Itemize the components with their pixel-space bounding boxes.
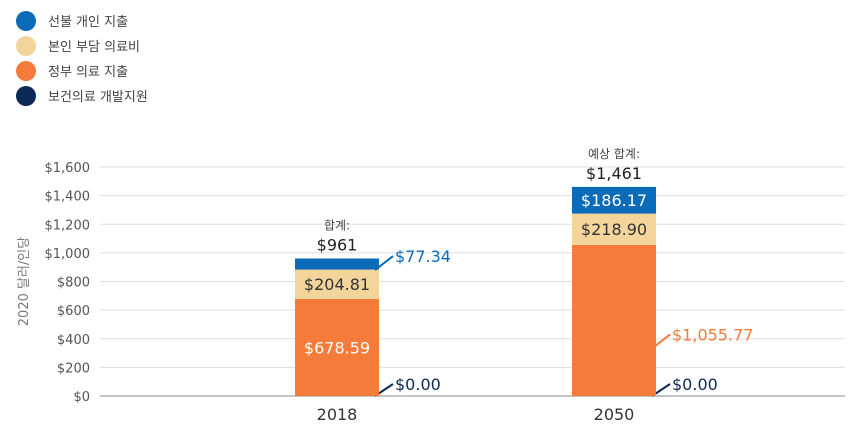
bar-segment: [572, 244, 656, 396]
bar-segment: [295, 258, 379, 270]
legend-swatch: [16, 60, 36, 81]
data-label: $1,055.77: [672, 325, 753, 344]
y-tick-label: $1,200: [45, 218, 91, 233]
y-tick-label: $600: [57, 304, 90, 319]
legend-item-prepaid-private: 선불 개인 지출: [16, 8, 148, 33]
data-label: $678.59: [304, 338, 370, 357]
data-label: $204.81: [304, 275, 370, 294]
total-value: $961: [317, 235, 358, 254]
legend-swatch: [16, 35, 36, 56]
y-tick-label: $0: [73, 390, 90, 405]
legend-item-government: 정부 의료 지출: [16, 58, 148, 83]
data-label: $0.00: [672, 375, 718, 394]
y-tick-label: $400: [57, 333, 90, 348]
data-label: $186.17: [581, 191, 647, 210]
y-tick-label: $1,000: [45, 247, 91, 262]
y-axis-title: 2020 달러/인당: [17, 237, 32, 326]
data-label: $218.90: [581, 220, 647, 239]
bar-segment: [572, 213, 656, 245]
bar-segment: [295, 298, 379, 396]
leader-line: [374, 255, 394, 271]
y-tick-label: $200: [57, 361, 90, 376]
data-label: $77.34: [395, 247, 451, 266]
y-tick-label: $800: [57, 276, 90, 291]
total-label: 합계:: [324, 218, 350, 232]
legend-label: 선불 개인 지출: [48, 15, 129, 30]
y-tick-label: $1,600: [45, 161, 91, 176]
legend-label: 정부 의료 지출: [48, 65, 129, 80]
x-tick-label: 2018: [317, 405, 358, 424]
total-label: 예상 합계:: [588, 147, 640, 161]
bar-segment: [572, 186, 656, 214]
total-value: $1,461: [586, 164, 642, 183]
leader-line: [651, 333, 671, 350]
data-label: $0.00: [395, 375, 441, 394]
legend-item-dah: 보건의료 개발지원: [16, 83, 148, 108]
y-tick-label: $1,400: [45, 190, 91, 205]
x-tick-label: 2050: [594, 405, 635, 424]
chart-legend: 선불 개인 지출 본인 부담 의료비 정부 의료 지출 보건의료 개발지원: [16, 8, 148, 108]
legend-label: 본인 부담 의료비: [48, 40, 140, 55]
bar-segment: [295, 269, 379, 299]
legend-item-out-of-pocket: 본인 부담 의료비: [16, 33, 148, 58]
legend-swatch: [16, 85, 36, 106]
legend-swatch: [16, 10, 36, 31]
legend-label: 보건의료 개발지원: [48, 90, 148, 105]
